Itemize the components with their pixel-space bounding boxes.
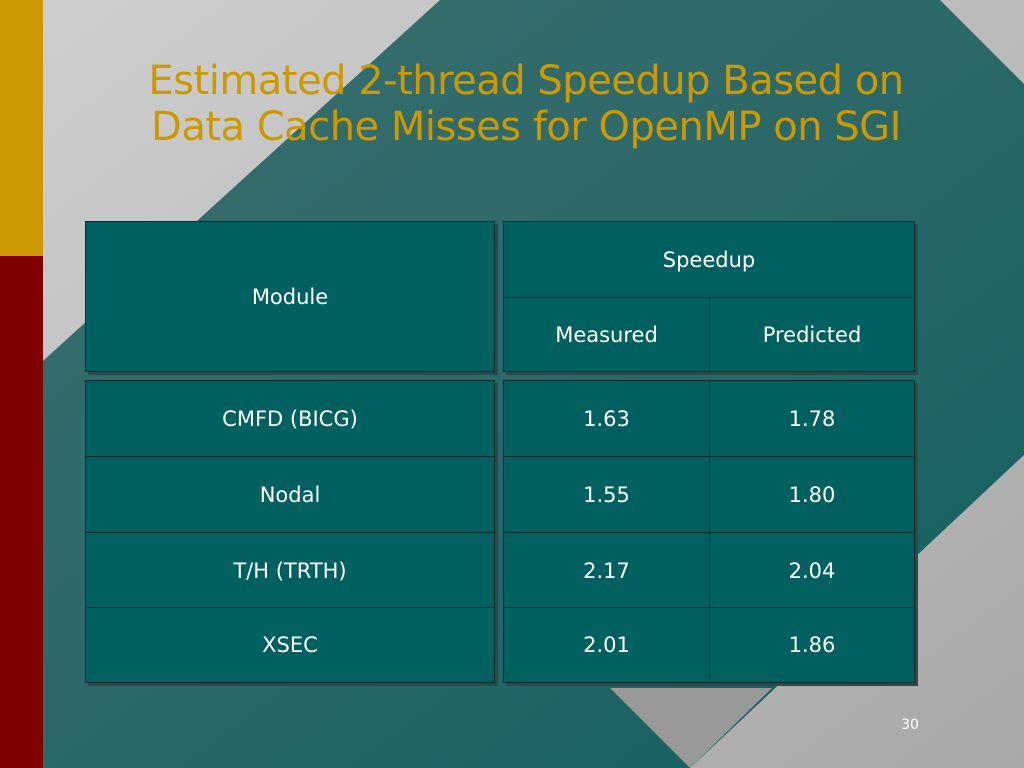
value-col-divider — [709, 381, 710, 682]
predicted-header: Predicted — [762, 322, 862, 347]
table-row-module: T/H (TRTH) — [233, 558, 347, 583]
table-row-module: CMFD (BICG) — [222, 406, 358, 431]
table-cell-measured: 2.01 — [583, 633, 630, 657]
table-row-module: Nodal — [259, 482, 321, 507]
row-divider — [504, 456, 914, 457]
row-divider — [86, 607, 494, 608]
speedup-header-box: Speedup Measured Predicted — [503, 221, 915, 372]
module-header-box: Module — [85, 221, 495, 372]
table-cell-measured: 2.17 — [583, 558, 630, 583]
table-cell-predicted: 1.86 — [788, 633, 836, 657]
row-divider — [86, 532, 494, 533]
table-cell-measured: 1.63 — [583, 406, 630, 431]
speedup-col-divider — [709, 297, 710, 371]
table-cell-predicted: 2.04 — [788, 558, 836, 583]
module-header: Module — [251, 284, 329, 309]
title-line-2: Data Cache Misses for OpenMP on SGI — [151, 104, 901, 150]
module-column-box: CMFD (BICG) Nodal T/H (TRTH) XSEC — [85, 380, 495, 683]
speedup-header: Speedup — [662, 248, 756, 272]
table-cell-predicted: 1.80 — [788, 482, 836, 507]
red-accent-bar — [0, 256, 43, 768]
measured-header: Measured — [555, 322, 658, 347]
row-divider — [86, 456, 494, 457]
row-divider — [504, 607, 914, 608]
slide-title: Estimated 2-thread Speedup Based on Data… — [100, 58, 952, 150]
gold-accent-bar — [0, 0, 43, 256]
table-cell-measured: 1.55 — [583, 482, 630, 507]
page-number: 30 — [901, 717, 919, 733]
row-divider — [504, 532, 914, 533]
table-row-module: XSEC — [262, 633, 318, 657]
title-line-1: Estimated 2-thread Speedup Based on — [148, 58, 904, 104]
values-column-box: 1.63 1.78 1.55 1.80 2.17 2.04 2.01 1.86 — [503, 380, 915, 683]
table-cell-predicted: 1.78 — [788, 406, 836, 431]
